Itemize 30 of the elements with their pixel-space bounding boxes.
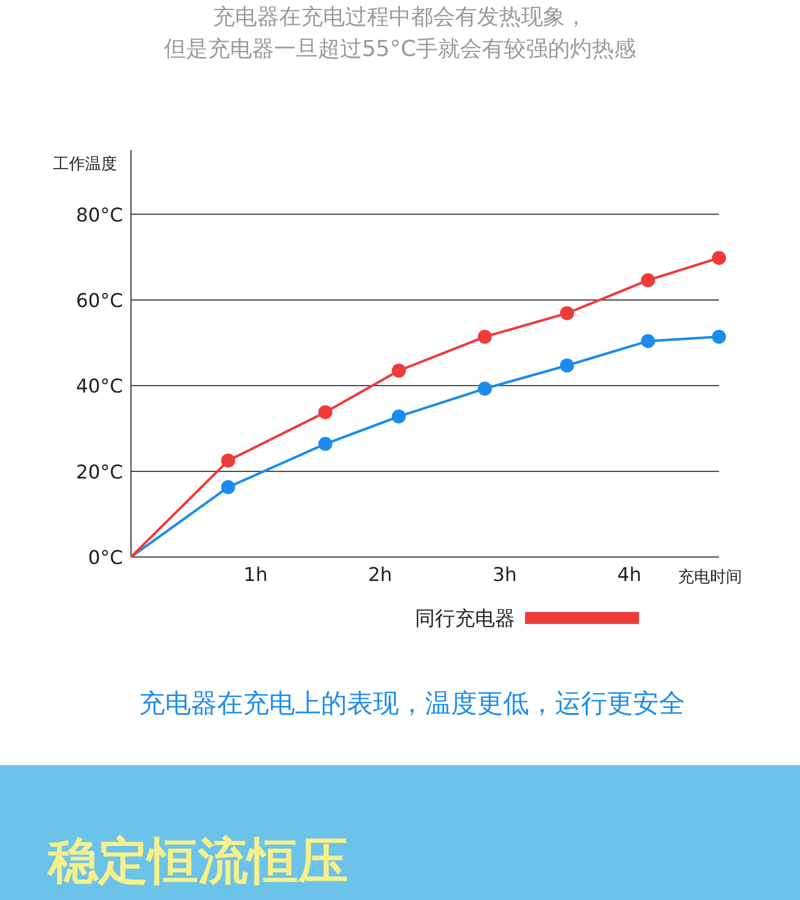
text: 稳定恒流恒压 <box>46 832 348 890</box>
point <box>392 409 406 424</box>
point <box>712 330 726 344</box>
point <box>392 364 406 378</box>
y-tick-label: 80°C <box>76 204 123 226</box>
y-tick-label: 60°C <box>76 290 123 312</box>
x-tick-label: 1h <box>244 564 268 586</box>
point <box>712 250 726 265</box>
y-tick-label: 0°C <box>88 547 123 569</box>
point <box>318 405 332 420</box>
y-tick-label: 20°C <box>76 461 123 484</box>
y-tick-label: 40°C <box>76 376 123 398</box>
point <box>221 480 236 494</box>
point <box>640 273 655 288</box>
point <box>478 382 492 396</box>
y-axis-title: 工作温度 <box>53 154 117 173</box>
chart-subtitle: 但是充电器一旦超过55°C手就会有较强的灼热感 <box>164 37 636 62</box>
chart-title: 充电器在充电过程中都会有发热现象， <box>213 5 587 30</box>
point <box>560 306 574 320</box>
text: 同行充电器 <box>415 606 515 630</box>
point <box>640 334 655 348</box>
point <box>560 358 574 372</box>
x-tick-label: 2h <box>368 564 392 586</box>
x-tick-label: 3h <box>492 564 517 586</box>
point <box>221 454 236 468</box>
x-axis-title: 充电时间 <box>678 567 742 586</box>
point <box>478 330 492 344</box>
x-tick-label: 4h <box>617 564 642 586</box>
point <box>318 436 332 451</box>
text: 充电器在充电上的表现，温度更低，运行更安全 <box>139 689 685 719</box>
